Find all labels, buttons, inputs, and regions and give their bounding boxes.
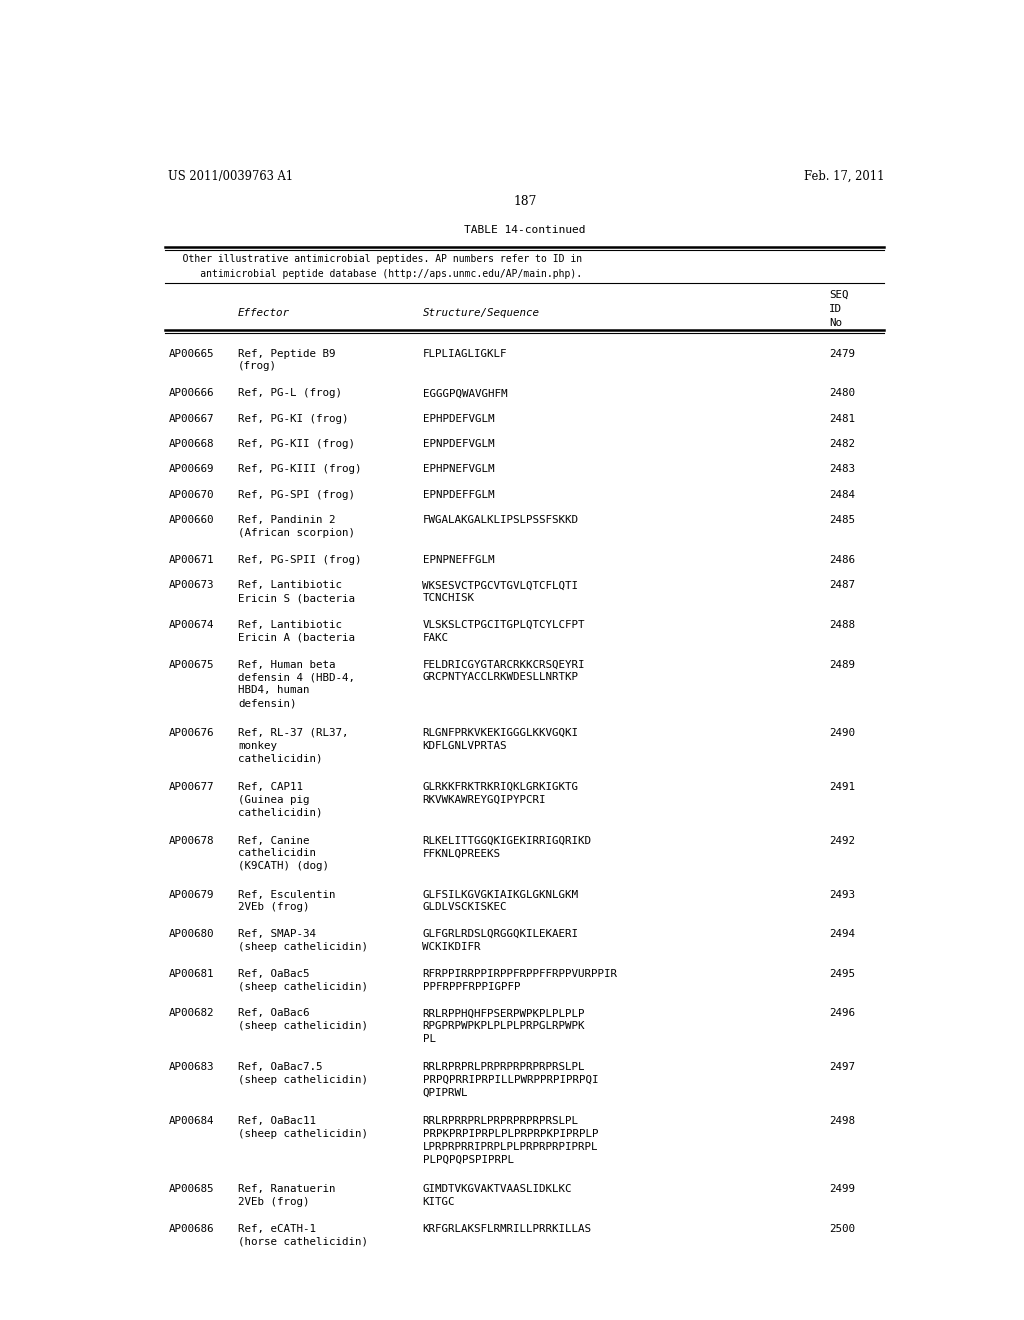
Text: Ref, PG-L (frog): Ref, PG-L (frog) (238, 388, 342, 399)
Text: FELDRICGYGTARCRKKCRSQEYRI
GRCPNTYACCLRKWDESLLNRTKP: FELDRICGYGTARCRKKCRSQEYRI GRCPNTYACCLRKW… (423, 660, 585, 682)
Text: Structure/Sequence: Structure/Sequence (423, 308, 540, 318)
Text: Ref, PG-KII (frog): Ref, PG-KII (frog) (238, 440, 355, 449)
Text: Ref, PG-KI (frog): Ref, PG-KI (frog) (238, 413, 348, 424)
Text: Ref, SMAP-34
(sheep cathelicidin): Ref, SMAP-34 (sheep cathelicidin) (238, 929, 368, 952)
Text: Ref, Lantibiotic
Ericin S (bacteria: Ref, Lantibiotic Ericin S (bacteria (238, 581, 355, 603)
Text: AP00685: AP00685 (168, 1184, 214, 1195)
Text: AP00675: AP00675 (168, 660, 214, 669)
Text: TABLE 14-continued: TABLE 14-continued (464, 226, 586, 235)
Text: Ref, CAP11
(Guinea pig
cathelicidin): Ref, CAP11 (Guinea pig cathelicidin) (238, 781, 323, 817)
Text: Effector: Effector (238, 308, 290, 318)
Text: 2489: 2489 (829, 660, 855, 669)
Text: 2498: 2498 (829, 1117, 855, 1126)
Text: RRLRPRRPRLPRPRPRPRPRSLPL
PRPKPRPIPRPLPLPRPRPKPIPRPLP
LPRPRPRRIPRPLPLPRPRPRPIPRPL: RRLRPRRPRLPRPRPRPRPRSLPL PRPKPRPIPRPLPLP… (423, 1117, 598, 1164)
Text: Ref, Lantibiotic
Ericin A (bacteria: Ref, Lantibiotic Ericin A (bacteria (238, 620, 355, 643)
Text: AP00679: AP00679 (168, 890, 214, 899)
Text: AP00682: AP00682 (168, 1008, 214, 1019)
Text: Ref, OaBac11
(sheep cathelicidin): Ref, OaBac11 (sheep cathelicidin) (238, 1117, 368, 1139)
Text: Ref, OaBac6
(sheep cathelicidin): Ref, OaBac6 (sheep cathelicidin) (238, 1008, 368, 1031)
Text: GLFSILKGVGKIAIKGLGKNLGKM
GLDLVSCKISKEC: GLFSILKGVGKIAIKGLGKNLGKM GLDLVSCKISKEC (423, 890, 579, 912)
Text: 2495: 2495 (829, 969, 855, 979)
Text: Ref, RL-37 (RL37,
monkey
cathelicidin): Ref, RL-37 (RL37, monkey cathelicidin) (238, 727, 348, 763)
Text: 2484: 2484 (829, 490, 855, 500)
Text: antimicrobial peptide database (http://aps.unmc.edu/AP/main.php).: antimicrobial peptide database (http://a… (165, 269, 583, 280)
Text: AP00683: AP00683 (168, 1063, 214, 1072)
Text: 2493: 2493 (829, 890, 855, 899)
Text: 2488: 2488 (829, 620, 855, 630)
Text: AP00660: AP00660 (168, 515, 214, 525)
Text: Ref, OaBac5
(sheep cathelicidin): Ref, OaBac5 (sheep cathelicidin) (238, 969, 368, 991)
Text: Ref, Ranatuerin
2VEb (frog): Ref, Ranatuerin 2VEb (frog) (238, 1184, 336, 1208)
Text: AP00678: AP00678 (168, 836, 214, 846)
Text: Ref, OaBac7.5
(sheep cathelicidin): Ref, OaBac7.5 (sheep cathelicidin) (238, 1063, 368, 1085)
Text: AP00681: AP00681 (168, 969, 214, 979)
Text: AP00671: AP00671 (168, 554, 214, 565)
Text: US 2011/0039763 A1: US 2011/0039763 A1 (168, 170, 294, 183)
Text: EGGGPQWAVGHFM: EGGGPQWAVGHFM (423, 388, 507, 399)
Text: No: No (829, 318, 843, 327)
Text: 2490: 2490 (829, 727, 855, 738)
Text: Ref, Esculentin
2VEb (frog): Ref, Esculentin 2VEb (frog) (238, 890, 336, 912)
Text: AP00677: AP00677 (168, 781, 214, 792)
Text: AP00667: AP00667 (168, 413, 214, 424)
Text: AP00669: AP00669 (168, 465, 214, 474)
Text: FWGALAKGALKLIPSLPSSFSKKD: FWGALAKGALKLIPSLPSSFSKKD (423, 515, 579, 525)
Text: Ref, eCATH-1
(horse cathelicidin): Ref, eCATH-1 (horse cathelicidin) (238, 1224, 368, 1247)
Text: AP00686: AP00686 (168, 1224, 214, 1234)
Text: 2499: 2499 (829, 1184, 855, 1195)
Text: RLKELITTGGQKIGEKIRRIGQRIKD
FFKNLQPREEKS: RLKELITTGGQKIGEKIRRIGQRIKD FFKNLQPREEKS (423, 836, 592, 858)
Text: AP00668: AP00668 (168, 440, 214, 449)
Text: 2481: 2481 (829, 413, 855, 424)
Text: EPNPDEFFGLM: EPNPDEFFGLM (423, 490, 494, 500)
Text: Ref, Human beta
defensin 4 (HBD-4,
HBD4, human
defensin): Ref, Human beta defensin 4 (HBD-4, HBD4,… (238, 660, 355, 708)
Text: AP00676: AP00676 (168, 727, 214, 738)
Text: EPNPNEFFGLM: EPNPNEFFGLM (423, 554, 494, 565)
Text: 2500: 2500 (829, 1224, 855, 1234)
Text: 2492: 2492 (829, 836, 855, 846)
Text: GIMDTVKGVAKTVAASLIDKLKC
KITGC: GIMDTVKGVAKTVAASLIDKLKC KITGC (423, 1184, 572, 1208)
Text: Ref, Pandinin 2
(African scorpion): Ref, Pandinin 2 (African scorpion) (238, 515, 355, 539)
Text: GLRKKFRKTRKRIQKLGRKIGKTG
RKVWKAWREYGQIPYPCRI: GLRKKFRKTRKRIQKLGRKIGKTG RKVWKAWREYGQIPY… (423, 781, 579, 804)
Text: AP00670: AP00670 (168, 490, 214, 500)
Text: Ref, Canine
cathelicidin
(K9CATH) (dog): Ref, Canine cathelicidin (K9CATH) (dog) (238, 836, 329, 871)
Text: 2496: 2496 (829, 1008, 855, 1019)
Text: RRLRPPHQHFPSERPWPKPLPLPLP
RPGPRPWPKPLPLPLPRPGLRPWPK
PL: RRLRPPHQHFPSERPWPKPLPLPLP RPGPRPWPKPLPLP… (423, 1008, 585, 1044)
Text: KRFGRLAKSFLRMRILLPRRKILLAS: KRFGRLAKSFLRMRILLPRRKILLAS (423, 1224, 592, 1234)
Text: WKSESVCTPGCVTGVLQTCFLQTI
TCNCHISK: WKSESVCTPGCVTGVLQTCFLQTI TCNCHISK (423, 581, 579, 603)
Text: FLPLIAGLIGKLF: FLPLIAGLIGKLF (423, 348, 507, 359)
Text: RRLRPRPRLPRPRPRPRPRPRSLPL
PRPQPRRIPRPILLPWRPPRPIPRPQI
QPIPRWL: RRLRPRPRLPRPRPRPRPRPRSLPL PRPQPRRIPRPILL… (423, 1063, 598, 1098)
Text: AP00665: AP00665 (168, 348, 214, 359)
Text: Other illustrative antimicrobial peptides. AP numbers refer to ID in: Other illustrative antimicrobial peptide… (165, 253, 583, 264)
Text: Ref, Peptide B9
(frog): Ref, Peptide B9 (frog) (238, 348, 336, 371)
Text: EPHPDEFVGLM: EPHPDEFVGLM (423, 413, 494, 424)
Text: Ref, PG-SPII (frog): Ref, PG-SPII (frog) (238, 554, 361, 565)
Text: RFRPPIRRPPIRPPFRPPFFRPPVURPPIR
PPFRPPFRPPIGPFP: RFRPPIRRPPIRPPFRPPFFRPPVURPPIR PPFRPPFRP… (423, 969, 617, 991)
Text: 2485: 2485 (829, 515, 855, 525)
Text: 187: 187 (513, 195, 537, 209)
Text: AP00666: AP00666 (168, 388, 214, 399)
Text: AP00680: AP00680 (168, 929, 214, 939)
Text: 2486: 2486 (829, 554, 855, 565)
Text: Ref, PG-KIII (frog): Ref, PG-KIII (frog) (238, 465, 361, 474)
Text: EPNPDEFVGLM: EPNPDEFVGLM (423, 440, 494, 449)
Text: GLFGRLRDSLQRGGQKILEKAERI
WCKIKDIFR: GLFGRLRDSLQRGGQKILEKAERI WCKIKDIFR (423, 929, 579, 952)
Text: VLSKSLCTPGCITGPLQTCYLCFPT
FAKC: VLSKSLCTPGCITGPLQTCYLCFPT FAKC (423, 620, 585, 643)
Text: SEQ: SEQ (829, 290, 849, 300)
Text: 2487: 2487 (829, 581, 855, 590)
Text: 2491: 2491 (829, 781, 855, 792)
Text: AP00684: AP00684 (168, 1117, 214, 1126)
Text: 2494: 2494 (829, 929, 855, 939)
Text: ID: ID (829, 304, 843, 314)
Text: AP00674: AP00674 (168, 620, 214, 630)
Text: Ref, PG-SPI (frog): Ref, PG-SPI (frog) (238, 490, 355, 500)
Text: 2480: 2480 (829, 388, 855, 399)
Text: 2482: 2482 (829, 440, 855, 449)
Text: 2479: 2479 (829, 348, 855, 359)
Text: RLGNFPRKVKEKIGGGLKKVGQKI
KDFLGNLVPRTAS: RLGNFPRKVKEKIGGGLKKVGQKI KDFLGNLVPRTAS (423, 727, 579, 751)
Text: EPHPNEFVGLM: EPHPNEFVGLM (423, 465, 494, 474)
Text: 2483: 2483 (829, 465, 855, 474)
Text: AP00673: AP00673 (168, 581, 214, 590)
Text: 2497: 2497 (829, 1063, 855, 1072)
Text: Feb. 17, 2011: Feb. 17, 2011 (804, 170, 885, 183)
